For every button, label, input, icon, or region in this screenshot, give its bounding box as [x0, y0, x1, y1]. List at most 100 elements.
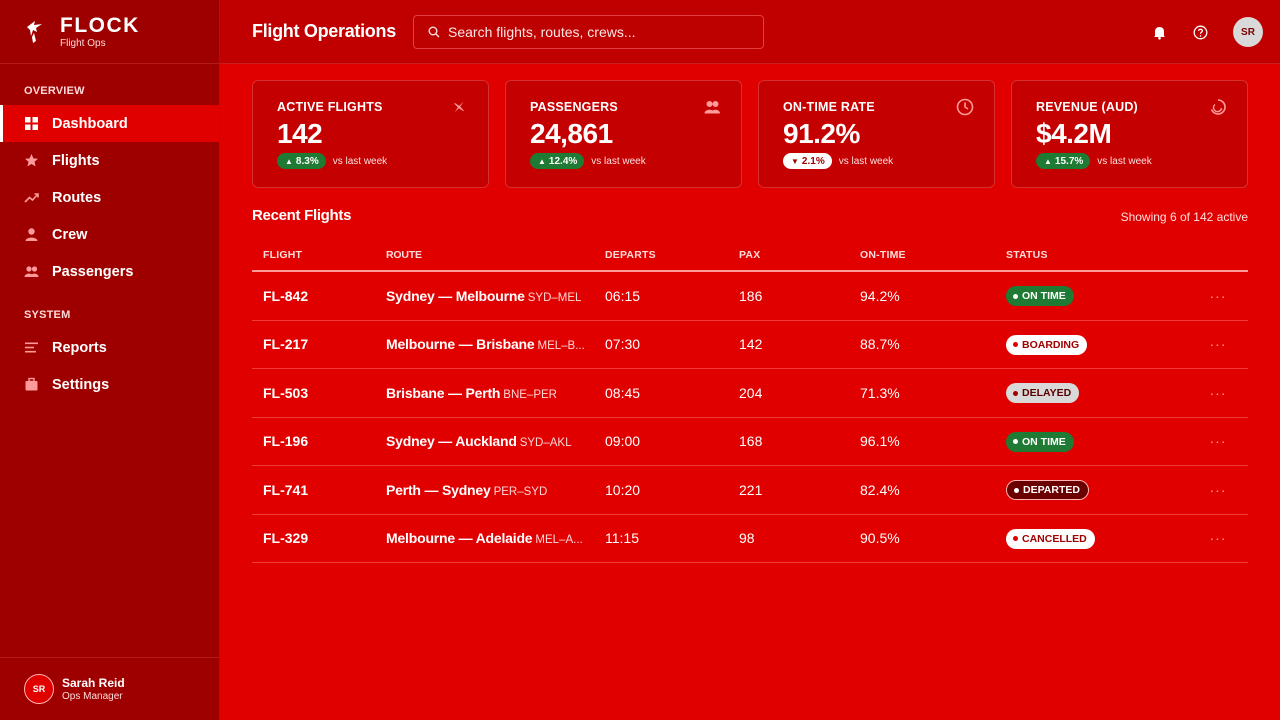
column-header-on-time[interactable]: ON-TIME [860, 249, 906, 261]
stat-card-passengers[interactable]: PASSENGERS 24,861 ▲ 12.4% vs last week [505, 80, 742, 188]
brand-name: FLOCK [60, 13, 140, 37]
user-role: Ops Manager [62, 691, 123, 702]
column-header-departs[interactable]: DEPARTS [605, 249, 656, 261]
stat-card-on-time-rate[interactable]: ON-TIME RATE 91.2% ▼ 2.1% vs last week [758, 80, 995, 188]
pax-count: 168 [739, 433, 763, 450]
help-icon[interactable] [1192, 24, 1208, 40]
stat-delta-badge: ▲ 15.7% [1036, 153, 1091, 169]
search-input[interactable] [448, 23, 748, 40]
stat-delta-badge: ▲ 8.3% [277, 153, 326, 169]
sidebar-item-settings[interactable]: Settings [0, 366, 219, 403]
arrow-up-icon: ▲ [285, 156, 293, 166]
table-row[interactable]: FL-329 Melbourne — Adelaide MEL–A... 11:1… [252, 515, 1248, 563]
recent-flights-title: Recent Flights [252, 207, 352, 224]
more-options-icon[interactable]: ··· [1209, 530, 1227, 547]
stat-compare: vs last week [591, 155, 646, 167]
table-row[interactable]: FL-196 Sydney — Auckland SYD–AKL 09:00 16… [252, 418, 1248, 466]
bell-icon[interactable] [1151, 24, 1167, 40]
stat-value: 24,861 [530, 118, 613, 149]
person-icon [24, 227, 39, 242]
list-icon [24, 340, 39, 355]
sidebar-item-reports[interactable]: Reports [0, 329, 219, 366]
arrow-up-icon: ▲ [1044, 156, 1052, 166]
stat-label: ON-TIME RATE [783, 100, 875, 114]
departs-time: 10:20 [605, 481, 641, 498]
route: Sydney — Melbourne SYD–MEL [386, 287, 582, 304]
route-code: MEL–B... [537, 340, 585, 353]
arrow-down-icon: ▼ [791, 156, 799, 166]
briefcase-icon [24, 377, 39, 392]
column-header-flight[interactable]: FLIGHT [263, 249, 303, 261]
flight-number: FL-741 [263, 481, 309, 498]
table-row[interactable]: FL-741 Perth — Sydney PER–SYD 10:20 221 8… [252, 466, 1248, 515]
more-options-icon[interactable]: ··· [1209, 433, 1227, 450]
stat-compare: vs last week [1097, 155, 1152, 167]
sidebar-item-label: Crew [52, 226, 88, 243]
user-name: Sarah Reid [62, 676, 125, 690]
grid-icon [24, 116, 39, 131]
flight-number: FL-217 [263, 336, 309, 353]
table-row[interactable]: FL-842 Sydney — Melbourne SYD–MEL 06:15 1… [252, 272, 1248, 321]
stat-value: 91.2% [783, 118, 860, 149]
sidebar-item-label: Routes [52, 189, 102, 206]
more-options-icon[interactable]: ··· [1209, 384, 1227, 401]
sidebar-item-routes[interactable]: Routes [0, 179, 219, 216]
stat-compare: vs last week [838, 155, 894, 167]
departs-time: 08:45 [605, 384, 641, 401]
user-profile[interactable]: SR Sarah Reid Ops Manager [0, 657, 219, 720]
route: Sydney — Auckland SYD–AKL [386, 433, 572, 450]
sidebar-item-flights[interactable]: Flights [0, 142, 219, 179]
pax-count: 142 [739, 336, 763, 353]
flock-logo-icon [27, 20, 42, 43]
on-time-rate: 82.4% [860, 481, 900, 498]
sidebar-item-label: Reports [52, 339, 107, 356]
avatar: SR [24, 674, 54, 704]
flight-number: FL-329 [263, 530, 309, 547]
route-code: SYD–AKL [519, 437, 572, 450]
sidebar-item-passengers[interactable]: Passengers [0, 253, 219, 290]
nav-section-overview: OVERVIEW [24, 85, 85, 97]
stat-delta-badge: ▼ 2.1% [783, 153, 832, 169]
more-options-icon[interactable]: ··· [1209, 287, 1227, 304]
more-options-icon[interactable]: ··· [1209, 481, 1227, 498]
departs-time: 09:00 [605, 433, 641, 450]
table-row[interactable]: FL-217 Melbourne — Brisbane MEL–B... 07:3… [252, 321, 1248, 369]
route-code: BNE–PER [503, 388, 557, 401]
people-icon [24, 264, 39, 279]
top-header: Flight Operations SR [220, 0, 1280, 64]
flight-number: FL-842 [263, 287, 309, 304]
more-options-icon[interactable]: ··· [1209, 336, 1227, 353]
sidebar: FLOCK Flight Ops OVERVIEW Dashboard Flig… [0, 0, 220, 720]
clock-icon [956, 98, 974, 116]
stat-card-active-flights[interactable]: ACTIVE FLIGHTS 142 ▲ 8.3% vs last week [252, 80, 489, 188]
route: Melbourne — Adelaide MEL–A... [386, 530, 583, 547]
on-time-rate: 94.2% [860, 287, 900, 304]
sidebar-item-label: Settings [52, 376, 110, 393]
column-header-status[interactable]: STATUS [1006, 249, 1048, 261]
stat-label: PASSENGERS [530, 100, 618, 114]
column-header-pax[interactable]: PAX [739, 249, 761, 261]
sidebar-item-dashboard[interactable]: Dashboard [0, 105, 219, 142]
departs-time: 11:15 [605, 530, 639, 547]
pax-count: 221 [739, 481, 763, 498]
route: Perth — Sydney PER–SYD [386, 481, 548, 498]
search-box[interactable] [413, 14, 764, 49]
stat-card-revenue[interactable]: REVENUE (AUD) $4.2M ▲ 15.7% vs last week [1011, 80, 1248, 188]
people-icon [703, 98, 721, 116]
search-icon [428, 26, 440, 37]
sidebar-item-crew[interactable]: Crew [0, 216, 219, 253]
flights-table: FLIGHT ROUTE DEPARTS PAX ON-TIME STATUS … [252, 240, 1248, 563]
flight-number: FL-503 [263, 384, 309, 401]
nav-section-system: SYSTEM [24, 309, 71, 321]
stat-delta-badge: ▲ 12.4% [530, 153, 585, 169]
brand-subtitle: Flight Ops [60, 37, 106, 49]
column-header-route[interactable]: ROUTE [386, 249, 422, 261]
header-avatar[interactable]: SR [1233, 17, 1263, 47]
on-time-rate: 88.7% [860, 336, 900, 353]
table-row[interactable]: FL-503 Brisbane — Perth BNE–PER 08:45 204… [252, 369, 1248, 418]
on-time-rate: 96.1% [860, 433, 900, 450]
brand[interactable]: FLOCK Flight Ops [0, 0, 219, 64]
stat-value: $4.2M [1036, 118, 1112, 149]
pax-count: 204 [739, 384, 763, 401]
stat-value: 142 [277, 118, 323, 149]
